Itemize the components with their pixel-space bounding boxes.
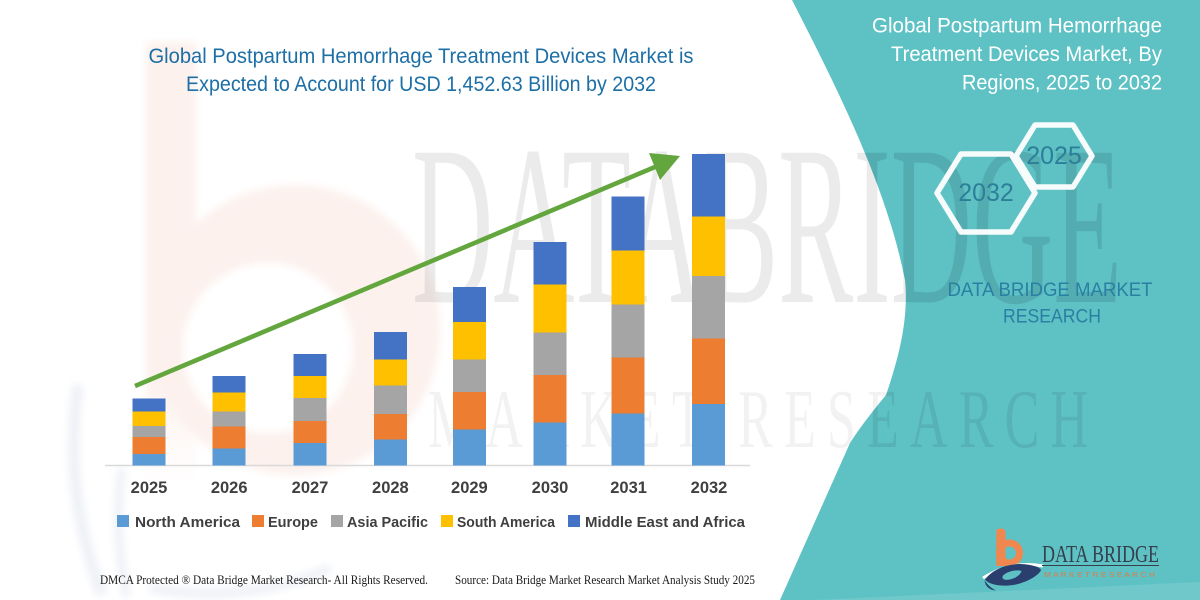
- svg-text:Global Postpartum Hemorrhage: Global Postpartum Hemorrhage: [872, 15, 1162, 38]
- svg-text:Expected to Account for USD 1,: Expected to Account for USD 1,452.63 Bil…: [186, 73, 656, 96]
- svg-text:DMCA Protected ® Data Bridge M: DMCA Protected ® Data Bridge Market Rese…: [100, 572, 428, 587]
- svg-text:DATA BRIDGE: DATA BRIDGE: [1042, 542, 1159, 568]
- svg-text:2026: 2026: [211, 479, 248, 497]
- svg-text:Asia Pacific: Asia Pacific: [347, 514, 428, 531]
- svg-text:2029: 2029: [451, 479, 488, 497]
- svg-text:M A R K E T R E S E A R C H: M A R K E T R E S E A R C H: [1044, 572, 1155, 579]
- svg-text:2030: 2030: [532, 479, 569, 497]
- svg-text:Treatment Devices Market, By: Treatment Devices Market, By: [891, 43, 1162, 66]
- svg-text:2025: 2025: [1026, 142, 1082, 170]
- svg-text:2028: 2028: [372, 479, 409, 497]
- svg-text:2031: 2031: [610, 479, 647, 497]
- svg-text:Europe: Europe: [268, 514, 318, 531]
- svg-text:2032: 2032: [691, 479, 728, 497]
- svg-text:Global Postpartum Hemorrhage T: Global Postpartum Hemorrhage Treatment D…: [149, 45, 694, 68]
- svg-text:DATA BRIDGE MARKET: DATA BRIDGE MARKET: [948, 279, 1153, 301]
- svg-text:North America: North America: [135, 514, 241, 531]
- svg-text:Source: Data Bridge Market Res: Source: Data Bridge Market Research Mark…: [455, 572, 755, 587]
- svg-text:2027: 2027: [292, 479, 329, 497]
- svg-text:RESEARCH: RESEARCH: [1003, 306, 1101, 328]
- svg-text:2025: 2025: [131, 479, 168, 497]
- svg-text:Regions, 2025 to 2032: Regions, 2025 to 2032: [962, 72, 1162, 95]
- svg-text:Middle East and Africa: Middle East and Africa: [585, 514, 746, 531]
- svg-text:South America: South America: [457, 514, 556, 531]
- svg-text:2032: 2032: [958, 179, 1014, 207]
- svg-text:DATABRIDGE: DATABRIDGE: [412, 100, 1122, 352]
